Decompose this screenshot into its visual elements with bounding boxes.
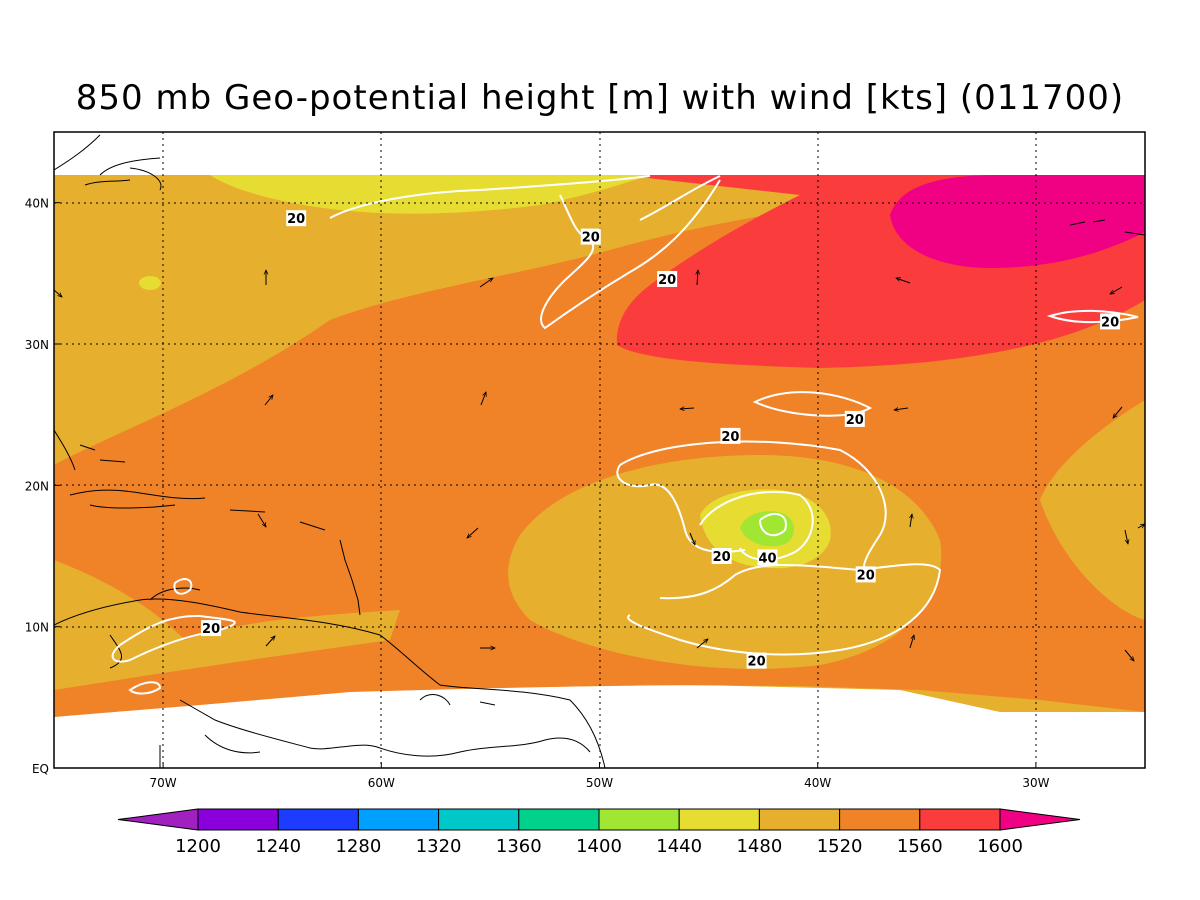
latitude-axis: EQ 10N 20N 30N 40N <box>25 197 60 776</box>
wind-arrow <box>1137 524 1145 529</box>
longitude-axis: 70W 60W 50W 40W 30W <box>150 762 1050 790</box>
wind-arrow <box>467 527 479 538</box>
colorbar-lower-extension <box>117 808 199 831</box>
colorbar-segment <box>678 808 760 831</box>
wind-arrow <box>894 408 909 410</box>
contour-label: 20 <box>855 566 876 583</box>
wind-arrow <box>1124 649 1134 661</box>
contour-label: 20 <box>657 270 678 288</box>
wind-arrow <box>479 278 493 288</box>
colorbar: 1200 1240 1280 1320 1360 1400 1440 1480 1520 1560… <box>117 808 1081 857</box>
wind-arrow <box>909 635 914 649</box>
contour-label-text: 20 <box>846 413 864 428</box>
wind-arrow <box>265 636 275 647</box>
colorbar-segment <box>357 808 440 831</box>
colorbar-segment <box>758 808 841 831</box>
contour-label: 20 <box>580 228 601 246</box>
colorbar-label: 1520 <box>817 836 863 857</box>
wind-arrow <box>1110 286 1123 294</box>
contour-label-text: 20 <box>202 622 220 637</box>
colorbar-segment <box>438 808 520 831</box>
contour-label-text: 20 <box>748 655 766 670</box>
contour-label-text: 20 <box>582 231 600 246</box>
lat-tick-label: 40N <box>25 197 49 211</box>
contour-label-text: 20 <box>721 430 739 445</box>
height-shading <box>54 175 1145 717</box>
wind-arrow <box>896 278 911 284</box>
wind-arrow <box>1113 406 1123 418</box>
wind-arrow <box>257 513 266 527</box>
colorbar-label: 1360 <box>496 836 542 857</box>
wind-vectors <box>54 270 1145 661</box>
contour-label-text: 20 <box>713 550 731 565</box>
contour-label-text: 20 <box>287 212 305 227</box>
colorbar-label: 1560 <box>897 836 943 857</box>
colorbar-label: 1440 <box>656 836 702 857</box>
contour-labels: 20 20 20 20 20 20 20 40 20 20 20 <box>201 210 1121 670</box>
contour-label: 20 <box>286 210 307 227</box>
colorbar-segment <box>919 808 1001 831</box>
colorbar-label: 1400 <box>576 836 622 857</box>
colorbar-label: 1280 <box>335 836 381 857</box>
contour-label: 40 <box>757 549 778 566</box>
contour-label: 20 <box>844 410 865 428</box>
colorbar-label: 1600 <box>977 836 1023 857</box>
contour-label-text: 20 <box>658 273 676 288</box>
colorbar-segment <box>277 808 359 831</box>
lon-tick-label: 50W <box>586 776 613 790</box>
graticule <box>54 132 1145 768</box>
coastlines <box>54 134 1145 768</box>
wind-arrow <box>680 408 695 409</box>
contour-label: 20 <box>746 652 767 670</box>
chart-title: 850 mb Geo-potential height [m] with win… <box>75 78 1125 118</box>
colorbar-label: 1320 <box>416 836 462 857</box>
lat-tick-label: 10N <box>25 621 49 635</box>
colorbar-segment <box>598 808 680 831</box>
contour-label: 20 <box>711 548 732 565</box>
lat-tick-label: 30N <box>25 338 49 352</box>
contour-label-text: 40 <box>758 551 776 566</box>
lat-tick-label: 20N <box>25 479 49 493</box>
colorbar-label: 1480 <box>736 836 782 857</box>
colorbar-segment <box>839 808 921 831</box>
contour-label: 20 <box>201 620 222 637</box>
lon-tick-label: 70W <box>150 776 177 790</box>
lon-tick-label: 30W <box>1022 776 1049 790</box>
wind-arrow <box>54 289 62 297</box>
wind-arrow <box>910 514 912 528</box>
colorbar-upper-extension <box>999 808 1081 831</box>
wind-arrow <box>697 270 698 286</box>
colorbar-segment <box>518 808 600 831</box>
contour-label: 20 <box>720 427 741 445</box>
wind-arrow <box>1124 529 1128 544</box>
contour-label: 20 <box>1100 313 1121 330</box>
contour-label-text: 20 <box>1101 315 1119 330</box>
colorbar-label: 1200 <box>175 836 221 857</box>
wind-contours <box>111 175 1139 695</box>
lat-tick-label: EQ <box>32 762 49 776</box>
wind-arrow <box>689 532 695 545</box>
contour-label-text: 20 <box>857 568 875 583</box>
wind-arrow <box>696 639 708 649</box>
colorbar-segment <box>197 808 279 831</box>
map-plot-area: 20 20 20 20 20 20 20 40 20 20 20 <box>54 132 1145 768</box>
colorbar-label: 1240 <box>255 836 301 857</box>
wind-arrow <box>264 395 273 406</box>
lon-tick-label: 60W <box>368 776 395 790</box>
lon-tick-label: 40W <box>804 776 831 790</box>
wind-arrow <box>480 392 486 406</box>
